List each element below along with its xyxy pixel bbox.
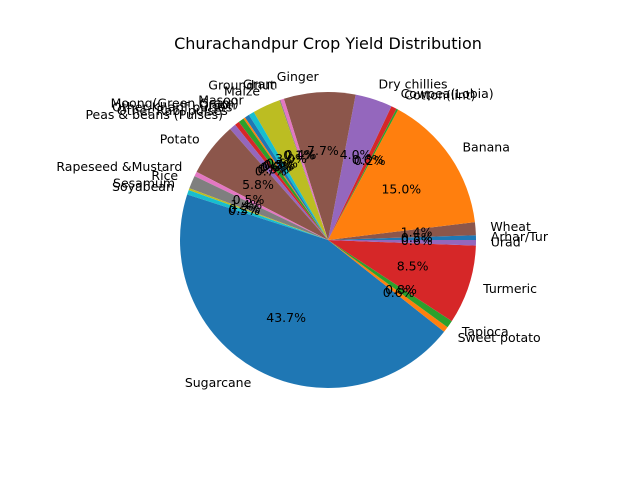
slice-percent-sugarcane-22: 43.7% xyxy=(266,310,306,325)
slice-label-turmeric-25: Turmeric xyxy=(482,281,537,296)
slice-percent-tapioca-24: 0.8% xyxy=(385,282,417,297)
pie-slice-rapeseed-mustard-18 xyxy=(194,171,328,240)
pie-slice-dry-chillies-6 xyxy=(328,94,392,241)
slice-percent-cowpea-lobia-5: 0.6% xyxy=(352,152,384,167)
slice-label-banana-3: Banana xyxy=(462,140,509,155)
pie-slice-gram-8 xyxy=(280,98,328,240)
pie-slice-potato-17 xyxy=(196,129,328,240)
slice-label-potato-17: Potato xyxy=(160,131,200,146)
slice-label-other-rabi-pulses-15: Other Rabi pulses xyxy=(117,103,228,118)
slice-percent-urad-26: 0.6% xyxy=(401,233,433,248)
slice-label-soyabean-21: Soyabean xyxy=(112,179,174,194)
pie-slice-sweet-potato-23 xyxy=(328,240,448,332)
slice-percent-dry-chillies-6: 4.0% xyxy=(340,147,372,162)
slice-percent-onion-13: 0.2% xyxy=(262,158,294,173)
slice-label-wheat-1: Wheat xyxy=(490,219,531,234)
slice-percent-rapeseed-mustard-18: 0.5% xyxy=(233,192,265,207)
slice-label-arhar-tur-0: Arhar/Tur xyxy=(491,229,549,244)
slice-label-moong-green-gram-12: Moong(Green Gram) xyxy=(111,95,239,110)
slice-percent-banana-3: 15.0% xyxy=(381,181,421,196)
pie-slice-banana-3 xyxy=(328,109,475,240)
slice-percent-cotton-lint-4: 0.2% xyxy=(354,153,386,168)
slice-percent-other-rabi-pulses-15: 0.5% xyxy=(257,161,289,176)
pie-slice-onion-13 xyxy=(243,117,328,240)
slice-label-sugarcane-22: Sugarcane xyxy=(185,375,252,390)
pie-slice-rice-19 xyxy=(189,176,328,240)
slice-percent-sweet-potato-23: 0.6% xyxy=(383,285,415,300)
chart-title: Churachandpur Crop Yield Distribution xyxy=(174,34,482,53)
slice-label-tapioca-24: Tapioca xyxy=(461,324,509,339)
slice-label-rice-19: Rice xyxy=(151,168,178,183)
slice-percent-maize-10: 3.0% xyxy=(275,151,307,166)
slice-percent-sesamum-20: 0.2% xyxy=(229,201,261,216)
pie-slice-tapioca-24 xyxy=(328,240,452,328)
slice-percent-rice-19: 1.4% xyxy=(230,197,262,212)
pie-slice-ginger-7 xyxy=(283,92,356,240)
slice-label-masoor-11: Masoor xyxy=(198,92,244,107)
slice-percent-gram-8: 0.4% xyxy=(285,147,317,162)
pie-slice-other-rabi-pulses-15 xyxy=(235,121,328,240)
slice-label-dry-chillies-6: Dry chillies xyxy=(379,77,448,92)
pie-slice-peas-beans-pulses-16 xyxy=(230,124,328,240)
pie-slice-sesamum-20 xyxy=(188,188,328,240)
pie-slice-wheat-1 xyxy=(328,222,476,240)
slice-label-sweet-potato-23: Sweet potato xyxy=(458,330,541,345)
slice-label-cowpea-lobia-5: Cowpea(Lobia) xyxy=(401,86,494,101)
slice-percent-other-kharif-pulses-14: 0.6% xyxy=(260,160,292,175)
pie-slice-cowpea-lobia-5 xyxy=(328,106,397,241)
pie-slice-soyabean-21 xyxy=(187,190,328,240)
slice-label-sesamum-20: Sesamum xyxy=(113,176,175,191)
slice-percent-turmeric-25: 8.5% xyxy=(397,259,429,274)
slice-percent-wheat-1: 1.4% xyxy=(401,225,433,240)
slice-label-maize-10: Maize xyxy=(224,84,260,99)
slice-percent-soyabean-21: 0.5% xyxy=(228,203,260,218)
slice-percent-labels: 0.5%1.4%15.0%0.2%0.6%4.0%7.7%0.4%0.1%3.0… xyxy=(228,143,433,325)
pie-slice-cotton-lint-4 xyxy=(328,108,399,240)
slice-percent-groundnut-9: 0.1% xyxy=(283,148,315,163)
slice-percent-masoor-11: 0.6% xyxy=(266,156,298,171)
pie-slice-turmeric-25 xyxy=(328,240,476,322)
slice-label-onion-13: Onion xyxy=(199,97,236,112)
slice-percent-potato-17: 5.8% xyxy=(242,177,274,192)
slice-label-peas-beans-pulses-16: Peas & beans (Pulses) xyxy=(85,107,223,122)
slice-label-gram-8: Gram xyxy=(243,77,278,92)
pie-slices xyxy=(180,92,476,389)
slice-percent-moong-green-gram-12: 0.5% xyxy=(263,157,295,172)
pie-slice-urad-26 xyxy=(328,240,476,246)
pie-slice-masoor-11 xyxy=(248,111,328,240)
slice-label-urad-26: Urad xyxy=(491,235,521,250)
slice-label-cotton-lint-4: Cotton(lint) xyxy=(404,88,475,103)
slice-percent-ginger-7: 7.7% xyxy=(307,143,339,158)
slice-label-rapeseed-mustard-18: Rapeseed &Mustard xyxy=(56,159,182,174)
slice-label-ginger-7: Ginger xyxy=(277,69,320,84)
slice-percent-arhar-tur-0: 0.5% xyxy=(401,230,433,245)
slice-label-groundnut-9: Groundnut xyxy=(208,78,275,93)
pie-slice-groundnut-9 xyxy=(279,99,328,240)
pie-slice-sugarcane-22 xyxy=(180,194,445,389)
pie-slice-moong-green-gram-12 xyxy=(244,114,328,240)
slice-label-other-kharif-pulses-14: Other Kharif pulses xyxy=(112,100,232,115)
pie-slice-other-kharif-pulses-14 xyxy=(238,118,328,240)
pie-slice-maize-10 xyxy=(253,100,328,240)
pie-slice-arhar-tur-0 xyxy=(328,235,476,240)
slice-percent-peas-beans-pulses-16: 0.7% xyxy=(255,164,287,179)
